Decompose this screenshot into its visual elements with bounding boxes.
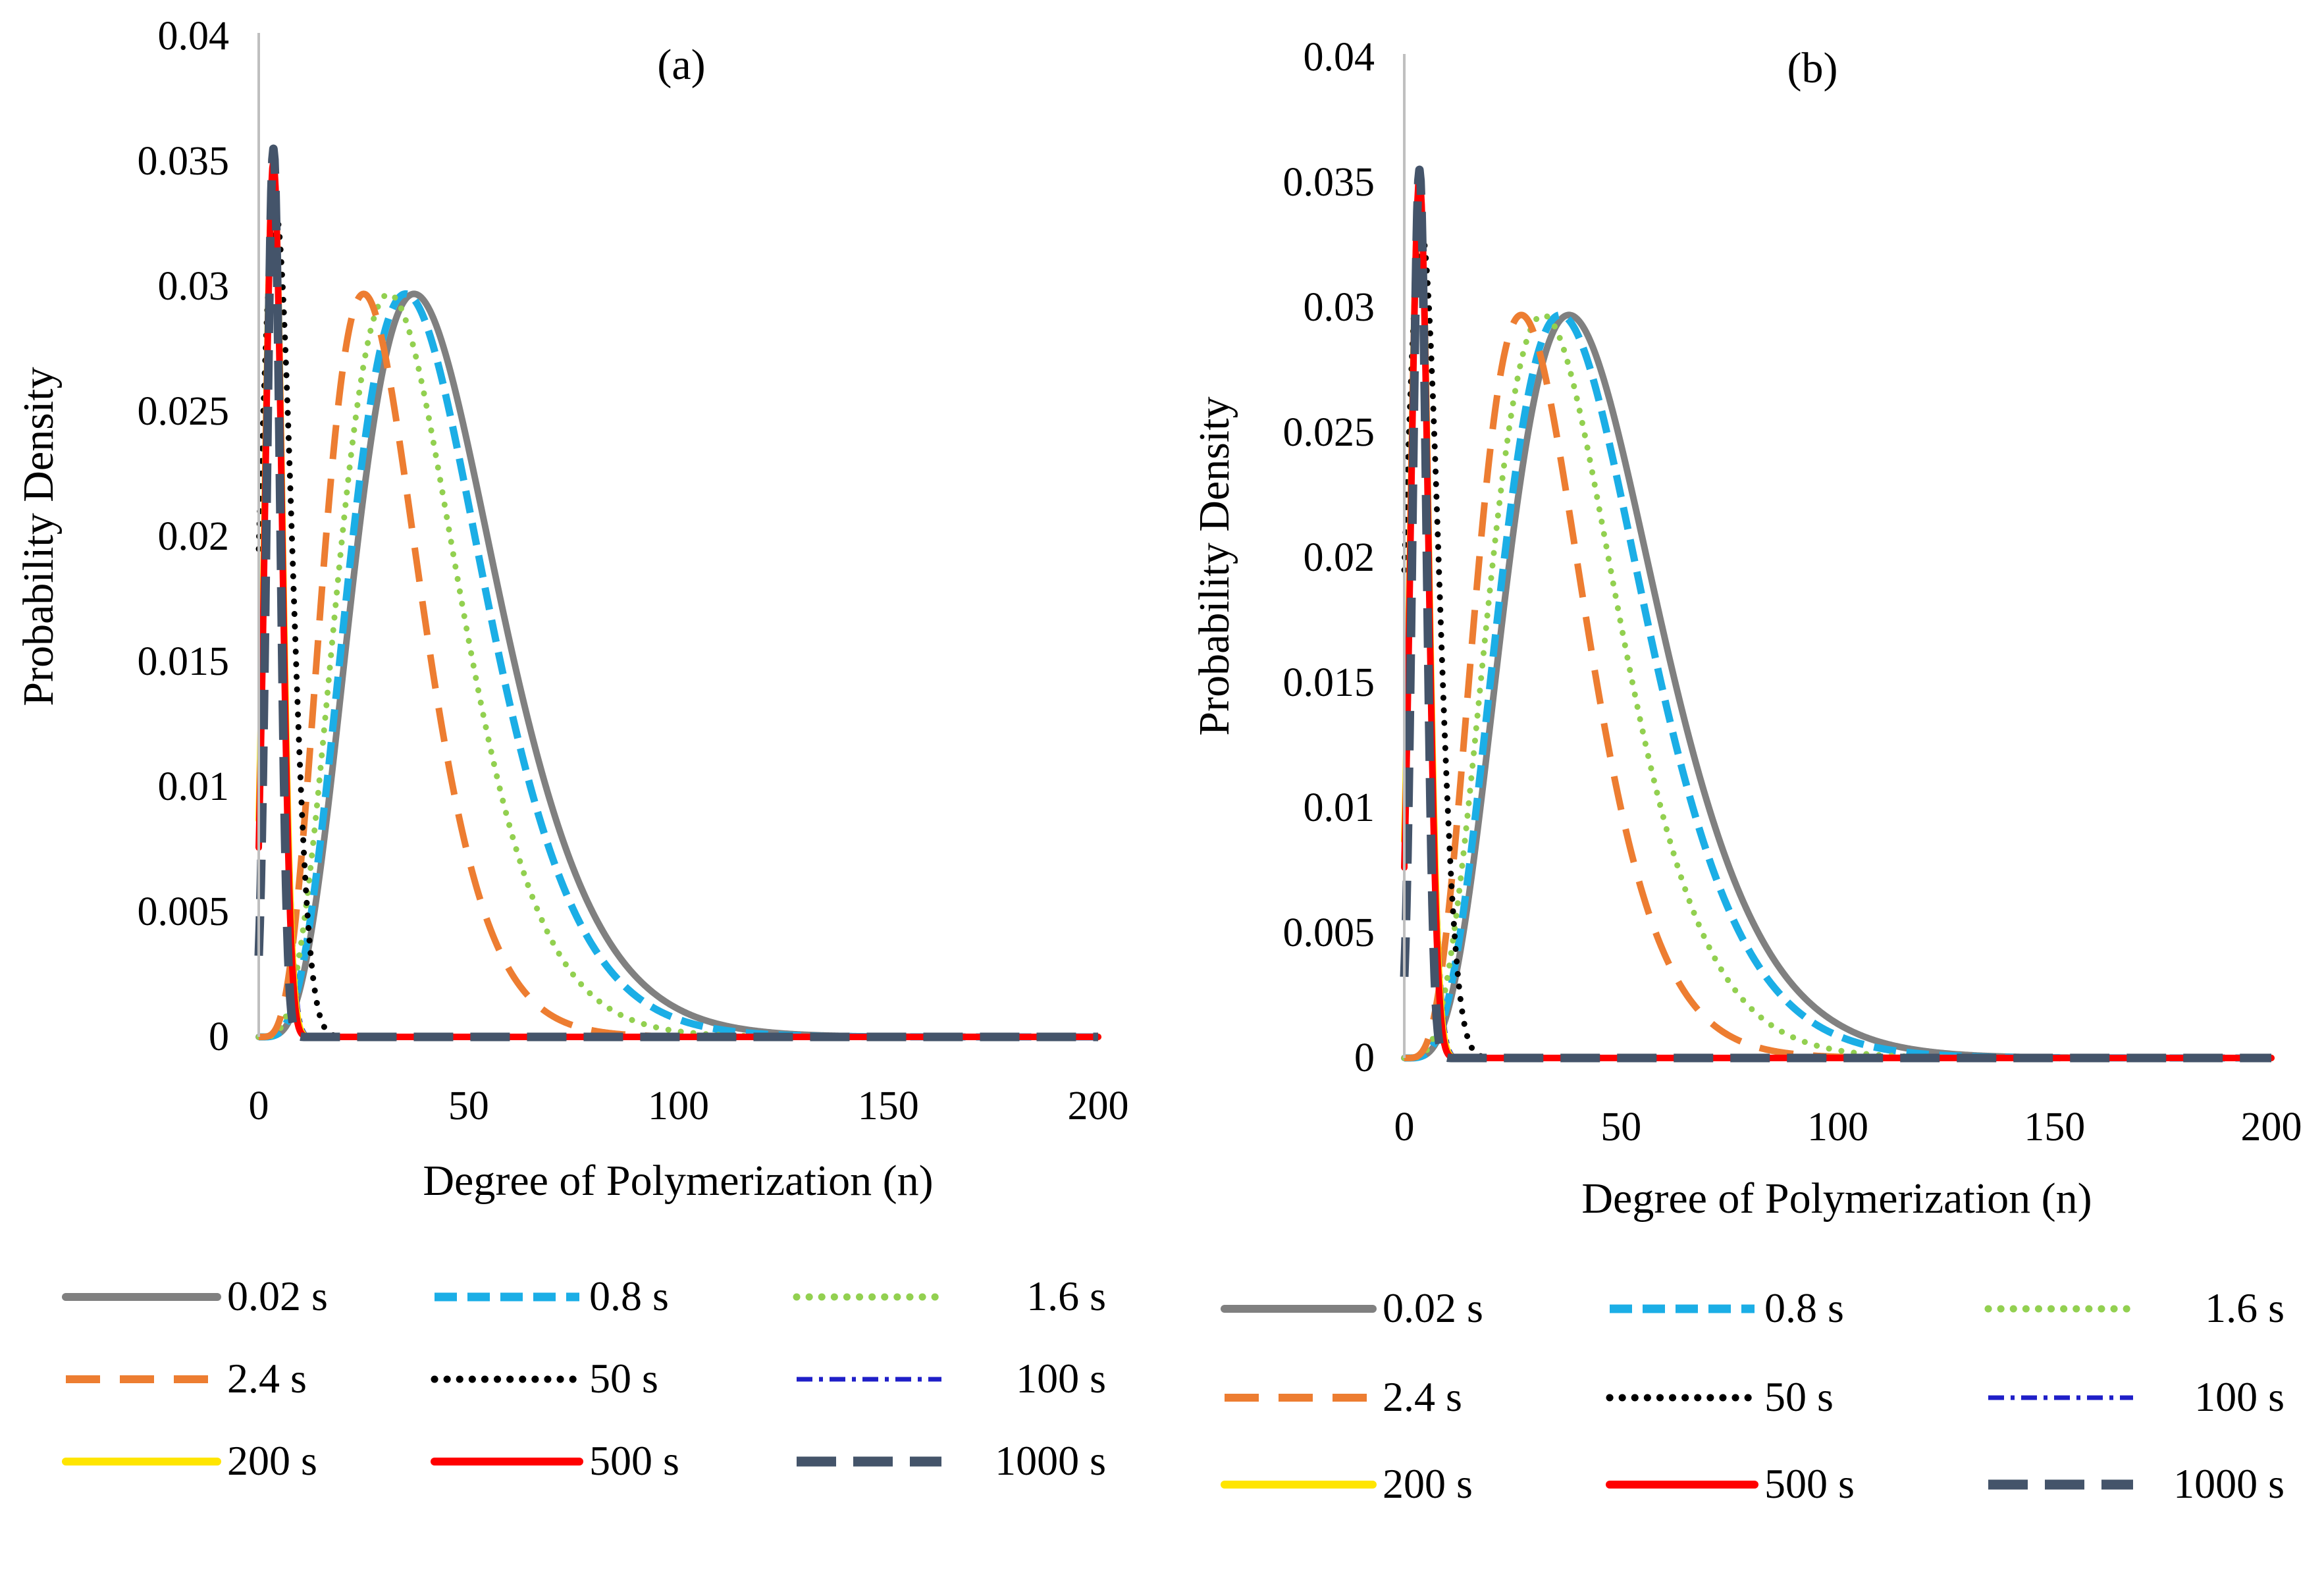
y-tick-label: 0.04 xyxy=(1304,35,1375,80)
series-line xyxy=(254,144,1101,1042)
legend-label: 50 s xyxy=(1764,1373,1834,1420)
y-tick-label: 0.03 xyxy=(1304,285,1375,330)
y-tick-label: 0 xyxy=(209,1015,229,1059)
x-tick-label: 100 xyxy=(648,1084,709,1128)
x-tick-label: 0 xyxy=(1394,1105,1415,1149)
x-axis-title: Degree of Polymerization (n) xyxy=(1581,1175,2092,1223)
y-tick-label: 0.02 xyxy=(158,514,230,559)
series-line xyxy=(1401,174,2275,1061)
y-tick-label: 0.025 xyxy=(1283,410,1375,455)
y-axis-title: Probability Density xyxy=(14,367,63,706)
legend-label: 0.8 s xyxy=(1764,1284,1844,1331)
legend-label: 1.6 s xyxy=(2205,1284,2284,1331)
legend-label: 0.02 s xyxy=(1383,1284,1483,1331)
series-line xyxy=(1402,311,2274,1062)
x-tick-label: 150 xyxy=(858,1084,919,1128)
legend-label: 2.4 s xyxy=(227,1355,307,1402)
x-tick-label: 150 xyxy=(2024,1105,2085,1149)
y-tick-label: 0.04 xyxy=(158,14,230,59)
series-line xyxy=(256,290,1101,1040)
series-line xyxy=(255,158,1101,1040)
legend-label: 50 s xyxy=(589,1355,658,1402)
legend-label: 1000 s xyxy=(2173,1460,2284,1507)
x-tick-label: 100 xyxy=(1807,1105,1868,1149)
x-tick-label: 0 xyxy=(249,1084,269,1128)
y-tick-label: 0.015 xyxy=(1283,660,1375,705)
y-tick-label: 0.005 xyxy=(138,889,230,934)
series-line xyxy=(1401,311,2275,1061)
series-line xyxy=(1402,193,2272,1060)
y-tick-label: 0.035 xyxy=(1283,160,1375,205)
x-tick-label: 200 xyxy=(1068,1084,1129,1128)
legend-label: 0.8 s xyxy=(589,1273,669,1319)
legend-label: 0.02 s xyxy=(227,1273,328,1319)
legend-label: 2.4 s xyxy=(1383,1373,1462,1420)
legend-label: 1.6 s xyxy=(1026,1273,1106,1319)
series-line xyxy=(1400,165,2275,1063)
series-line xyxy=(257,172,1099,1039)
legend-label: 200 s xyxy=(1383,1460,1473,1507)
x-tick-label: 50 xyxy=(1600,1105,1641,1149)
x-tick-label: 50 xyxy=(448,1084,489,1128)
series-line xyxy=(1402,311,2274,1061)
series-line xyxy=(255,290,1101,1040)
legend-label: 500 s xyxy=(1764,1460,1855,1507)
panel-title: (b) xyxy=(1787,44,1838,92)
y-axis-title: Probability Density xyxy=(1190,396,1238,735)
legend-label: 1000 s xyxy=(995,1437,1106,1484)
y-tick-label: 0.025 xyxy=(138,389,230,434)
y-tick-label: 0.005 xyxy=(1283,911,1375,955)
plot-area xyxy=(1400,165,2275,1063)
legend-label: 100 s xyxy=(2194,1373,2284,1420)
plot-area xyxy=(254,144,1101,1042)
chart-panel-b: (b) 0 0.005 0.01 0.015 0.02 0.025 0.03 0.035 0.04… xyxy=(1190,35,2302,1507)
series-line xyxy=(256,290,1101,1041)
series-line xyxy=(255,290,1101,1040)
chart-panel-a: (a) 0 0.005 0.01 0.015 0.02 0.025 0.03 0.035 0.04… xyxy=(14,14,1129,1484)
legend-label: 500 s xyxy=(589,1437,679,1484)
y-tick-label: 0.02 xyxy=(1304,535,1375,580)
y-tick-label: 0.01 xyxy=(1304,785,1375,830)
y-tick-label: 0.01 xyxy=(158,764,230,809)
x-tick-label: 200 xyxy=(2241,1105,2302,1149)
y-tick-label: 0.015 xyxy=(138,639,230,684)
y-tick-label: 0 xyxy=(1354,1036,1375,1080)
y-tick-label: 0.03 xyxy=(158,264,230,309)
legend: 0.02 s 0.8 s 1.6 s 2.4 s 50 s 100 s 200 s 500 s… xyxy=(1221,1284,2284,1507)
legend-label: 200 s xyxy=(227,1437,317,1484)
y-tick-label: 0.035 xyxy=(138,139,230,184)
legend-label: 100 s xyxy=(1016,1355,1106,1402)
series-line xyxy=(1401,311,2275,1061)
x-axis-title: Degree of Polymerization (n) xyxy=(423,1157,933,1205)
panel-title: (a) xyxy=(657,41,705,89)
legend: 0.02 s 0.8 s 1.6 s 2.4 s 50 s 100 s 200 s 500 s… xyxy=(62,1273,1106,1484)
